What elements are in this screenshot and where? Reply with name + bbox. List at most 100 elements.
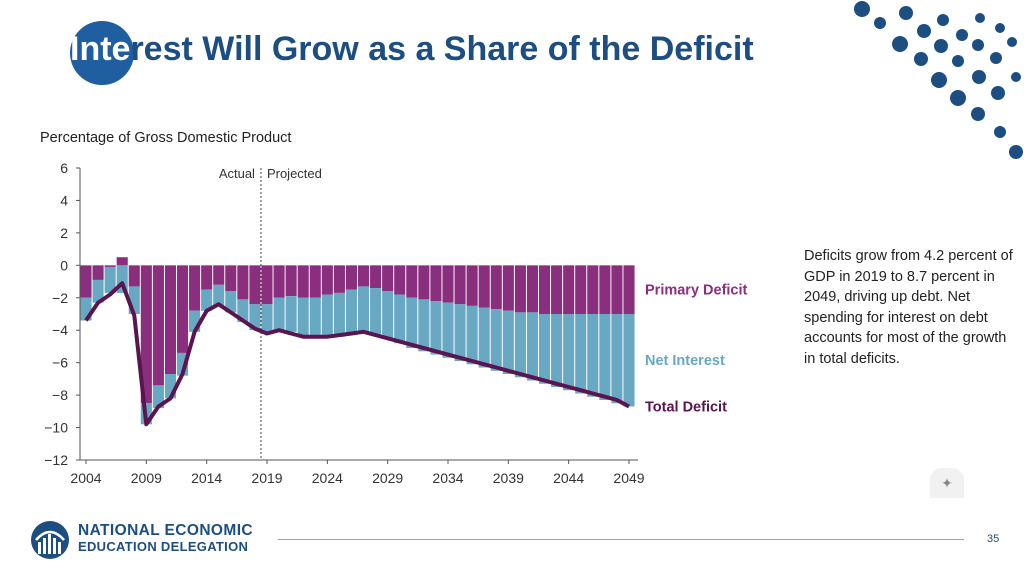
y-tick-label: −12 (44, 452, 68, 468)
net-interest-bar (478, 307, 490, 368)
decorative-dot (952, 55, 964, 67)
y-tick-label: −10 (44, 420, 68, 436)
net-interest-bar (128, 286, 140, 314)
decorative-dot (914, 52, 928, 66)
decorative-dot (990, 52, 1002, 64)
primary-deficit-bar (394, 265, 406, 295)
net-interest-bar (418, 299, 430, 352)
primary-deficit-bar (466, 265, 478, 306)
net-interest-bar (116, 265, 128, 293)
primary-deficit-bar (563, 265, 575, 314)
net-interest-bar (237, 299, 249, 323)
y-tick-label: 6 (60, 160, 68, 176)
org-name: NATIONAL ECONOMIC EDUCATION DELEGATION (78, 523, 253, 555)
net-interest-bar (490, 309, 502, 371)
decorative-dot (1011, 72, 1021, 82)
primary-deficit-bar (309, 265, 321, 298)
expand-icon[interactable]: ✦ (930, 468, 964, 498)
net-interest-bar (551, 314, 563, 387)
net-interest-bar (213, 284, 225, 306)
need-logo-icon (31, 521, 69, 559)
primary-deficit-bar (116, 257, 128, 266)
primary-deficit-bar (201, 265, 213, 290)
net-interest-bar (249, 304, 261, 331)
primary-deficit-bar (261, 265, 273, 305)
decorative-dot (994, 126, 1006, 138)
y-tick-label: 2 (60, 225, 68, 241)
decorative-dot (892, 36, 908, 52)
footer-rule (278, 539, 964, 540)
x-tick-label: 2044 (553, 470, 584, 486)
primary-deficit-bar (297, 265, 309, 298)
decorative-dot (917, 24, 931, 38)
decorative-dot (1007, 37, 1017, 47)
primary-deficit-bar (587, 265, 599, 314)
x-tick-label: 2019 (251, 470, 282, 486)
net-interest-bar (357, 286, 370, 332)
chart-svg: Percentage of Gross Domestic Product 6 4 2… (40, 130, 748, 486)
primary-deficit-bar (152, 265, 164, 386)
net-interest-bar (442, 302, 454, 358)
y-tick-label: −8 (52, 387, 68, 403)
primary-deficit-bar (526, 265, 539, 313)
decorative-dot (934, 39, 948, 53)
decorative-dot (854, 1, 870, 17)
deficit-chart: Percentage of Gross Domestic Product 6 4 2… (0, 120, 800, 500)
primary-deficit-bar (490, 265, 502, 310)
primary-deficit-bar (514, 265, 526, 313)
net-interest-bar (370, 288, 382, 336)
net-interest-bar (285, 296, 297, 332)
primary-deficit-bar (345, 265, 358, 290)
net-interest-bar (502, 310, 514, 375)
primary-deficit-bar (382, 265, 394, 292)
decorative-dot (972, 39, 984, 51)
primary-deficit-bar (225, 265, 237, 292)
net-interest-bar (466, 305, 478, 365)
primary-deficit-bar (92, 265, 104, 280)
net-interest-bar (273, 297, 285, 331)
decorative-dot (931, 72, 947, 88)
net-interest-bar (201, 289, 213, 311)
net-interest-bar (333, 292, 345, 337)
total-deficit-line (84, 281, 630, 427)
primary-deficit-bar (321, 265, 333, 295)
x-tick-label: 2009 (131, 470, 162, 486)
primary-deficit-bar (478, 265, 490, 308)
decorative-dot (956, 29, 968, 41)
primary-deficit-bar (249, 265, 261, 305)
chart-annotation: Deficits grow from 4.2 percent of GDP in… (804, 248, 1013, 367)
primary-deficit-bar (611, 265, 623, 314)
net-interest-bar (297, 297, 309, 337)
org-name-line2: EDUCATION DELEGATION (78, 539, 249, 554)
net-interest-bar (623, 314, 635, 407)
primary-deficit-bar (357, 265, 370, 287)
decorative-dot (1009, 145, 1023, 159)
net-interest-bar (454, 304, 466, 362)
net-interest-bar (538, 314, 551, 384)
primary-deficit-bar (164, 265, 177, 375)
primary-deficit-bar (551, 265, 563, 314)
net-interest-bar (189, 310, 201, 332)
net-interest-bar (80, 297, 92, 321)
primary-deficit-bar (538, 265, 551, 314)
net-interest-bar (309, 297, 321, 339)
net-interest-bar (321, 294, 333, 337)
primary-deficit-bar (128, 265, 140, 287)
net-interest-bar (261, 304, 273, 334)
decorative-dot (991, 86, 1005, 100)
net-interest-bar (104, 266, 116, 293)
primary-deficit-bar (189, 265, 201, 311)
net-interest-bar (575, 314, 587, 394)
title-accent-circle (70, 21, 134, 85)
x-tick-label: 2034 (432, 470, 463, 486)
x-tick-label: 2024 (312, 470, 343, 486)
series-label: Primary Deficit (645, 283, 748, 299)
net-interest-bar (152, 385, 164, 409)
y-tick-label: 0 (60, 257, 68, 273)
decorative-dot (937, 14, 949, 26)
divider-label-projected: Projected (267, 166, 322, 181)
decorative-dot (971, 107, 985, 121)
primary-deficit-bar (333, 265, 345, 293)
net-interest-bar (430, 301, 442, 355)
y-tick-label: −6 (52, 355, 68, 371)
